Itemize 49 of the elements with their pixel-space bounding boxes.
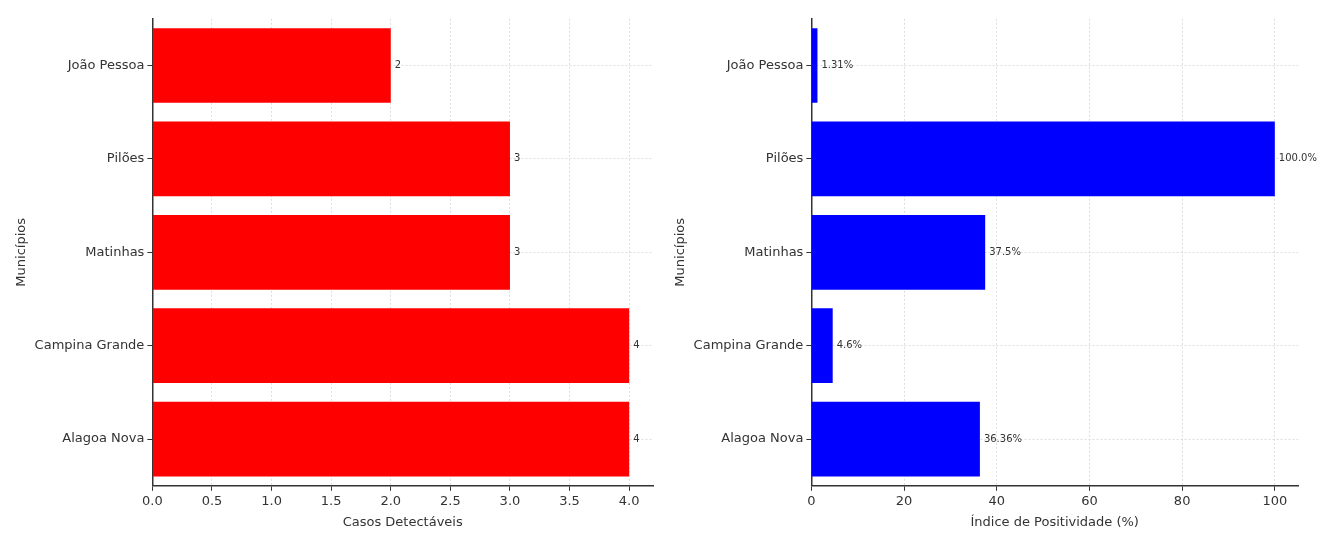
bar bbox=[811, 28, 818, 103]
x-tick-label: 0.0 bbox=[142, 492, 163, 508]
bar bbox=[811, 401, 980, 477]
bar bbox=[811, 214, 986, 290]
y-tick-label: João Pessoa bbox=[725, 56, 804, 72]
x-tick-label: 2.0 bbox=[380, 492, 402, 508]
y-axis-title: Municípios bbox=[13, 217, 29, 287]
x-tick-label: 40 bbox=[988, 492, 1006, 508]
data-label: 2 bbox=[394, 59, 402, 71]
x-tick-label: 3.0 bbox=[499, 492, 521, 508]
x-tick-label: 3.5 bbox=[559, 492, 580, 508]
data-label: 4.6% bbox=[836, 339, 863, 351]
y-tick-label: Campina Grande bbox=[693, 337, 804, 353]
data-label: 4 bbox=[633, 432, 640, 444]
y-tick-label: Matinhas bbox=[744, 243, 804, 259]
y-axis-title: Municípios bbox=[672, 217, 688, 287]
x-tick-label: 1.0 bbox=[261, 492, 282, 508]
data-label: 37.5% bbox=[989, 245, 1021, 257]
y-tick-label: Alagoa Nova bbox=[721, 430, 804, 446]
bar bbox=[152, 28, 391, 103]
y-tick-label: João Pessoa bbox=[66, 56, 145, 72]
x-tick-label: 0 bbox=[807, 492, 816, 508]
bar bbox=[152, 121, 510, 197]
x-tick-label: 20 bbox=[895, 492, 913, 508]
x-axis-title: Índice de Positividade (%) bbox=[970, 513, 1139, 529]
bar bbox=[811, 308, 833, 384]
data-label: 4 bbox=[633, 339, 640, 351]
data-label: 3 bbox=[513, 152, 521, 164]
bar bbox=[152, 214, 510, 290]
x-tick-label: 4.0 bbox=[618, 492, 640, 508]
y-tick-label: Campina Grande bbox=[34, 337, 145, 353]
x-tick-label: 2.5 bbox=[440, 492, 461, 508]
y-tick-label: Pilões bbox=[765, 150, 804, 166]
bar bbox=[152, 401, 630, 477]
x-tick-label: 80 bbox=[1173, 492, 1191, 508]
data-label: 100.0% bbox=[1278, 152, 1317, 164]
data-label: 3 bbox=[513, 245, 521, 257]
x-axis-title: Casos Detectáveis bbox=[342, 513, 463, 529]
x-tick-label: 1.5 bbox=[320, 492, 342, 508]
y-tick-label: Alagoa Nova bbox=[62, 430, 145, 446]
x-tick-label: 60 bbox=[1081, 492, 1098, 508]
data-label: 1.31% bbox=[821, 59, 854, 71]
y-tick-label: Pilões bbox=[106, 150, 145, 166]
data-label: 36.36% bbox=[983, 432, 1023, 444]
x-tick-label: 100 bbox=[1262, 492, 1288, 508]
x-tick-label: 0.5 bbox=[201, 492, 223, 508]
bar bbox=[152, 308, 630, 384]
y-tick-label: Matinhas bbox=[85, 243, 145, 259]
bar bbox=[811, 121, 1275, 197]
